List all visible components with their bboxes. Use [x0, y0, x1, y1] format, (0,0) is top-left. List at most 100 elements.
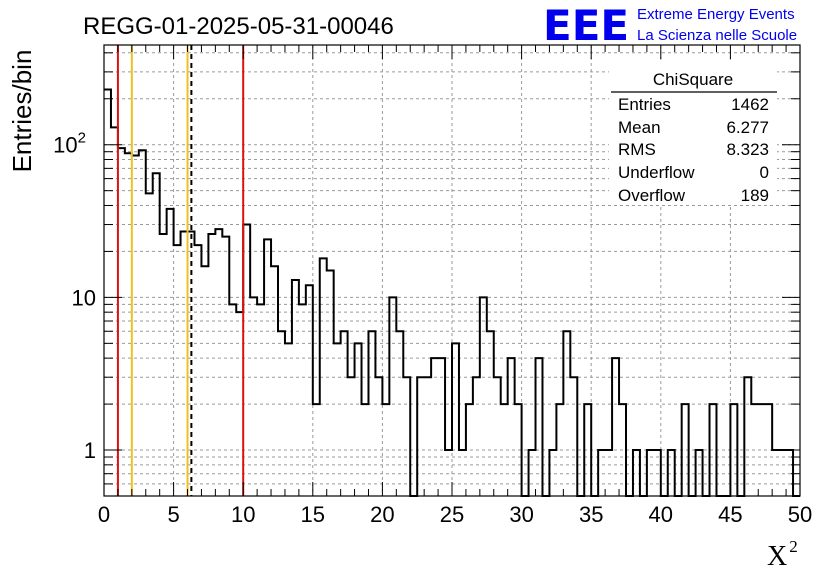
histogram-bin — [139, 150, 146, 496]
histogram-bin — [236, 312, 243, 496]
histogram-bin — [563, 331, 570, 496]
histogram-bin — [368, 331, 375, 496]
histogram-bin — [570, 377, 577, 496]
logo-line-1: Extreme Energy Events — [637, 6, 795, 23]
histogram-bin — [306, 285, 313, 496]
histogram-bin — [751, 404, 758, 496]
histogram-bin — [382, 404, 389, 496]
stats-value-underflow: 0 — [760, 163, 769, 182]
stats-value-mean: 6.277 — [726, 118, 769, 137]
histogram-bin — [313, 404, 320, 496]
histogram-bin — [682, 404, 689, 496]
histogram-bin — [710, 404, 717, 496]
histogram-bin — [431, 358, 438, 496]
histogram-bin — [160, 234, 167, 496]
histogram-bin — [278, 331, 285, 496]
histogram-bin — [250, 297, 257, 496]
histogram-bin — [389, 297, 396, 496]
stats-label-rms: RMS — [618, 140, 656, 159]
x-tick-label: 45 — [718, 502, 742, 527]
histogram-bin — [612, 358, 619, 496]
histogram-bin — [654, 450, 661, 496]
histogram-bin — [584, 404, 591, 496]
y-tick-labels: 1 10 102 — [53, 130, 96, 463]
histogram-bin — [153, 173, 160, 496]
run-title: REGG-01-2025-05-31-00046 — [83, 13, 394, 40]
histogram-bin — [445, 450, 452, 496]
histogram-bin — [118, 148, 125, 496]
histogram-bin — [744, 377, 751, 496]
histogram-bin — [696, 450, 703, 496]
histogram-bin — [271, 266, 278, 496]
histogram-bin — [452, 343, 459, 496]
x-tick-label: 30 — [509, 502, 533, 527]
histogram-bin — [556, 404, 563, 496]
histogram-bin — [765, 404, 772, 496]
histogram-bin — [111, 127, 118, 496]
histogram-bin — [215, 229, 222, 496]
y-axis-label: Entries/bin — [7, 50, 37, 173]
histogram-bin — [758, 404, 765, 496]
x-tick-label: 5 — [167, 502, 179, 527]
stats-value-entries: 1462 — [731, 95, 769, 114]
stats-box: ChiSquare Entries 1462 Mean 6.277 RMS 8.… — [609, 63, 777, 205]
histogram-bin — [487, 331, 494, 496]
eee-logo-icon: EEE — [543, 1, 629, 50]
histogram-bin — [772, 450, 779, 496]
histogram-bin — [362, 404, 369, 496]
x-tick-label: 50 — [788, 502, 812, 527]
histogram-bin — [132, 155, 139, 496]
histogram-bin — [201, 266, 208, 496]
histogram-bin — [348, 377, 355, 496]
histogram-bin — [285, 343, 292, 496]
stats-label-underflow: Underflow — [618, 163, 695, 182]
stats-label-mean: Mean — [618, 118, 661, 137]
histogram-bin — [417, 377, 424, 496]
histogram-bin — [229, 304, 236, 496]
y-tick-label: 102 — [53, 130, 86, 158]
axis-ticks — [103, 45, 801, 496]
stats-box-background — [609, 63, 777, 205]
histogram-bin — [396, 331, 403, 496]
histogram-bin — [633, 450, 640, 496]
histogram-bin — [146, 193, 153, 496]
histogram-bin — [341, 331, 348, 496]
stats-value-rms: 8.323 — [726, 140, 769, 159]
histogram-bin — [438, 358, 445, 496]
histogram-bin — [257, 304, 264, 496]
histogram-bin — [466, 404, 473, 496]
histogram-bin — [730, 404, 737, 496]
histogram-bin — [424, 377, 431, 496]
histogram-bin — [125, 153, 132, 496]
y-tick-label: 10 — [72, 285, 96, 310]
histogram-bin — [327, 271, 334, 497]
histogram-bin — [208, 234, 215, 496]
histogram-bin — [779, 450, 786, 496]
histogram-bin — [459, 450, 466, 496]
histogram-bin — [104, 89, 111, 496]
histogram-bin — [181, 232, 188, 496]
histogram-bin — [473, 377, 480, 496]
histogram-bin — [668, 450, 675, 496]
histogram-bin — [605, 450, 612, 496]
histogram-bin — [508, 358, 515, 496]
histogram-bin — [174, 245, 181, 496]
histogram-bin — [529, 450, 536, 496]
y-tick-label: 1 — [84, 438, 96, 463]
histogram-bin — [494, 377, 501, 496]
histogram-bin — [647, 450, 654, 496]
histogram-bin — [167, 209, 174, 496]
histogram-bin — [299, 304, 306, 496]
stats-label-entries: Entries — [618, 95, 671, 114]
histogram-bin — [222, 237, 229, 496]
histogram-bin — [536, 358, 543, 496]
histogram-bin — [264, 239, 271, 496]
histogram-bin — [375, 377, 382, 496]
x-tick-label: 15 — [301, 502, 325, 527]
x-tick-labels: 0 5 10 15 20 25 30 35 40 45 50 — [98, 502, 812, 527]
stats-value-overflow: 189 — [741, 186, 769, 205]
histogram-bin — [334, 343, 341, 496]
x-tick-label: 35 — [579, 502, 603, 527]
histogram-bin — [194, 245, 201, 496]
